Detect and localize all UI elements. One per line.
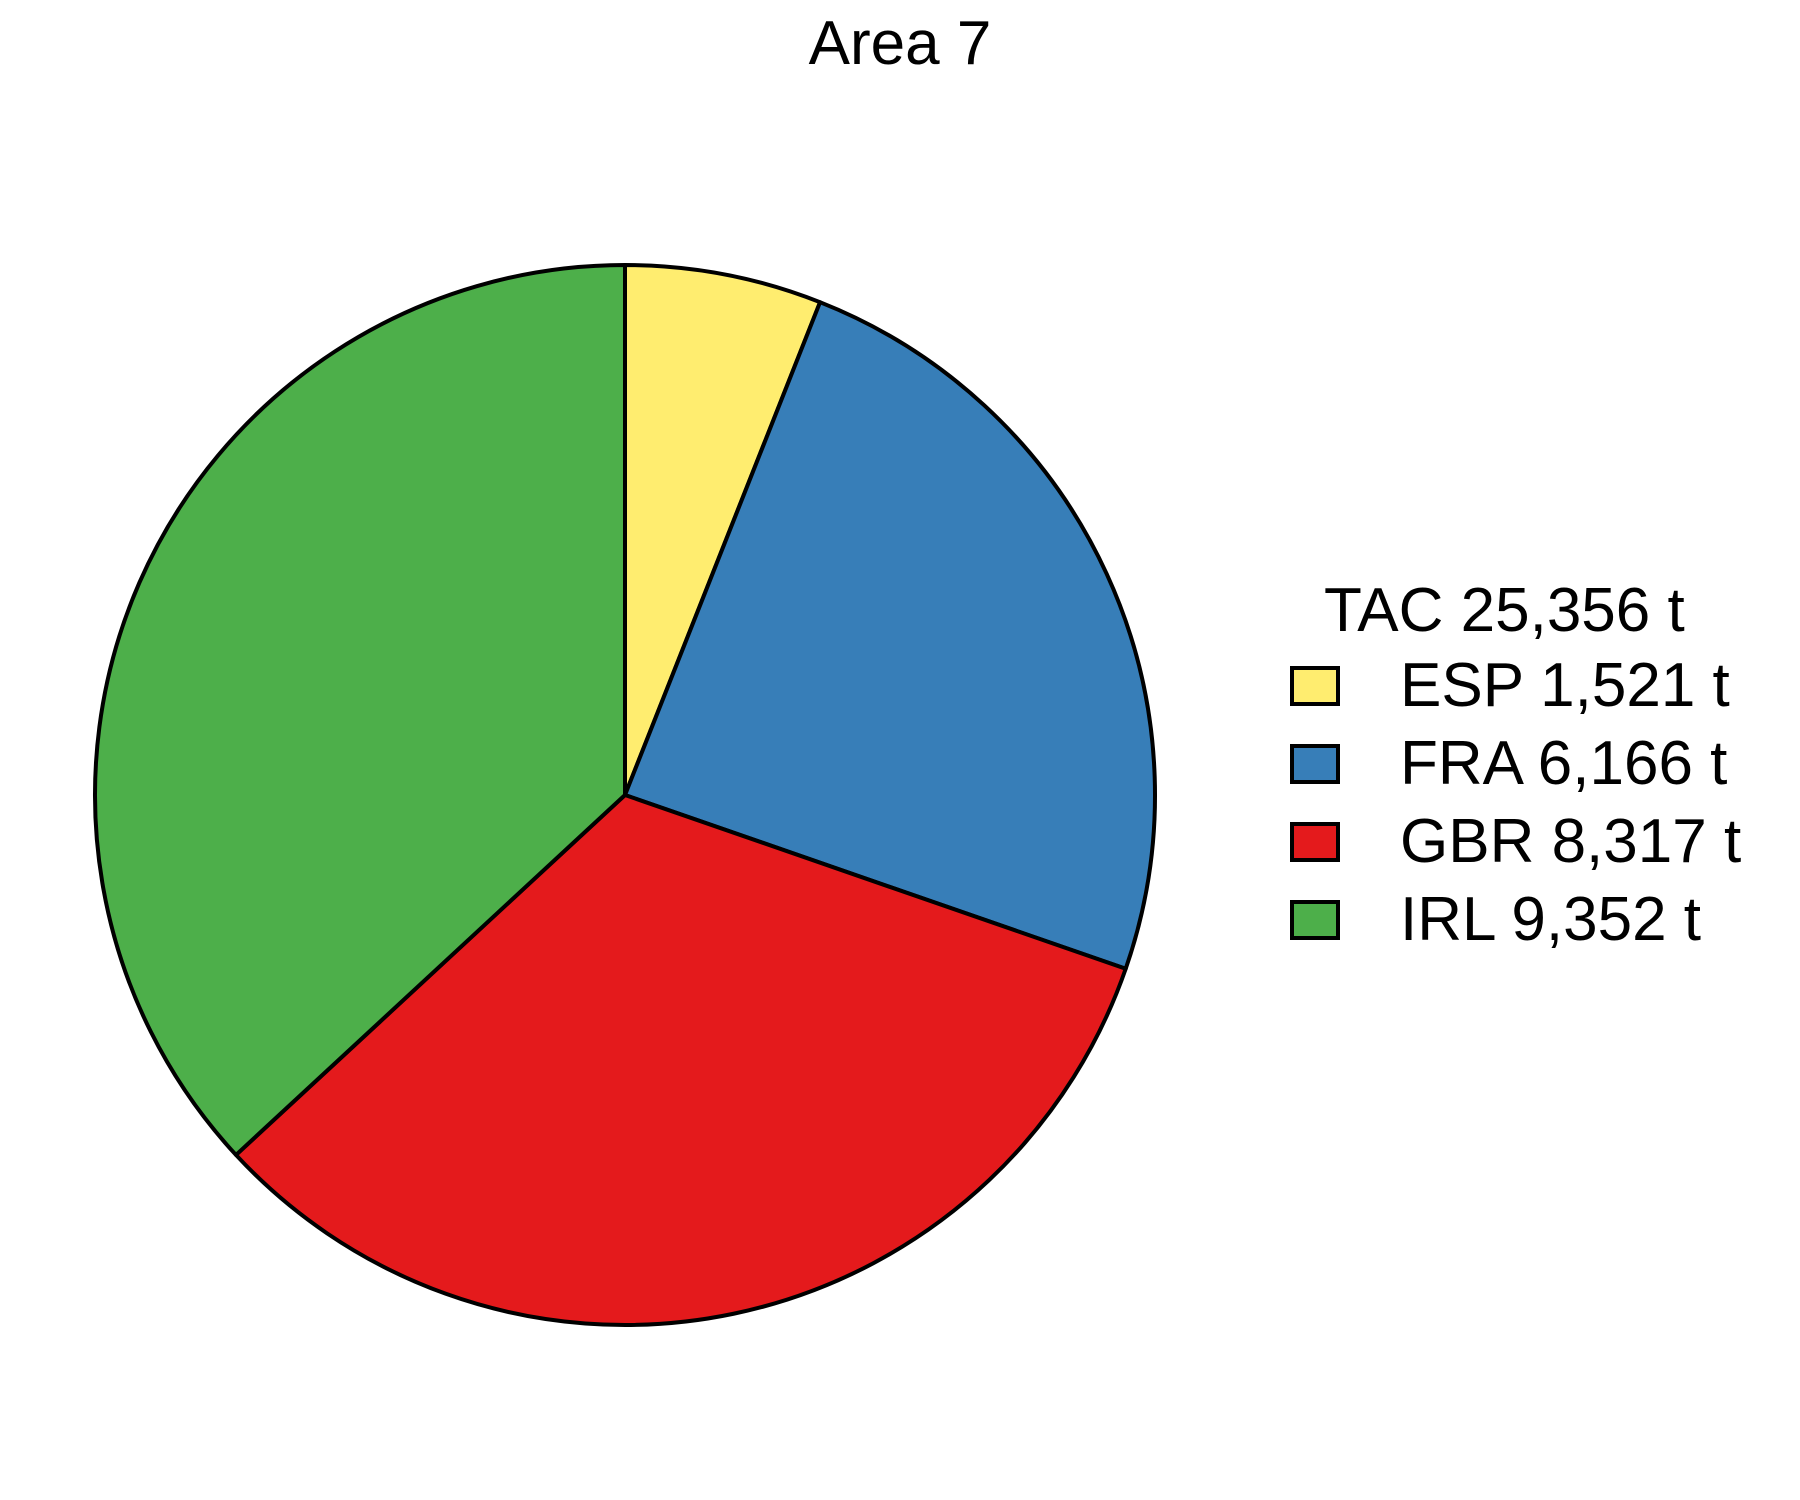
legend-item-gbr: GBR 8,317 t — [1290, 803, 1790, 881]
legend: TAC 25,356 t ESP 1,521 t FRA 6,166 t GBR… — [1290, 575, 1790, 959]
legend-swatch-irl — [1290, 900, 1340, 940]
legend-item-esp: ESP 1,521 t — [1290, 647, 1790, 725]
legend-label-esp: ESP 1,521 t — [1400, 651, 1730, 720]
legend-item-irl: IRL 9,352 t — [1290, 881, 1790, 959]
pie-slice-fra — [623, 300, 1157, 971]
pie-slice-irl — [93, 263, 627, 1157]
pie-slice-gbr — [233, 793, 1128, 1327]
legend-item-fra: FRA 6,166 t — [1290, 725, 1790, 803]
legend-swatch-fra — [1290, 744, 1340, 784]
legend-label-fra: FRA 6,166 t — [1400, 729, 1728, 798]
legend-label-irl: IRL 9,352 t — [1400, 885, 1702, 954]
pie-slice-esp — [623, 263, 823, 797]
chart-title: Area 7 — [808, 9, 992, 78]
legend-title: TAC 25,356 t — [1324, 576, 1685, 645]
legend-swatch-esp — [1290, 666, 1340, 706]
legend-label-gbr: GBR 8,317 t — [1400, 807, 1742, 876]
legend-swatch-gbr — [1290, 822, 1340, 862]
pie-slices — [93, 263, 1157, 1327]
